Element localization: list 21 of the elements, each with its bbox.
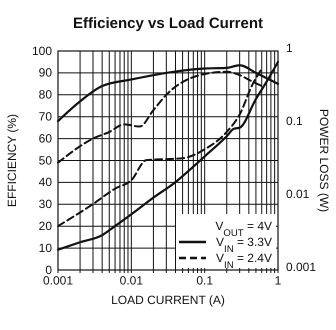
x-tick-label: 0.01 [120,274,144,288]
y-tick-label: 1 [286,41,293,56]
y2-tick-label: 20 [38,219,52,234]
y2-tick-label: 40 [38,175,52,190]
y2-tick-label: 90 [38,66,52,80]
chart-title: Efficiency vs Load Current [72,15,264,32]
y2-axis-title: EFFICIENCY (%) [5,114,19,208]
y2-tick-label: 10 [38,240,52,255]
y2-tick-label: 60 [38,131,52,146]
y-tick-label: 0.01 [286,187,310,202]
y-tick-label: 0.001 [286,260,316,274]
y-axis-title: POWER LOSS (W) [317,108,331,212]
y2-tick-label: 30 [38,197,52,212]
y2-tick-label: 70 [38,110,52,124]
x-axis-title: LOAD CURRENT (A) [111,293,225,307]
x-tick-label: 1 [274,274,282,288]
y-tick-label: 0.1 [286,114,304,128]
y2-tick-label: 80 [38,88,52,102]
y2-tick-label: 100 [32,44,52,58]
y2-tick-label: 50 [38,153,52,168]
x-tick-label: 0.1 [196,274,214,288]
